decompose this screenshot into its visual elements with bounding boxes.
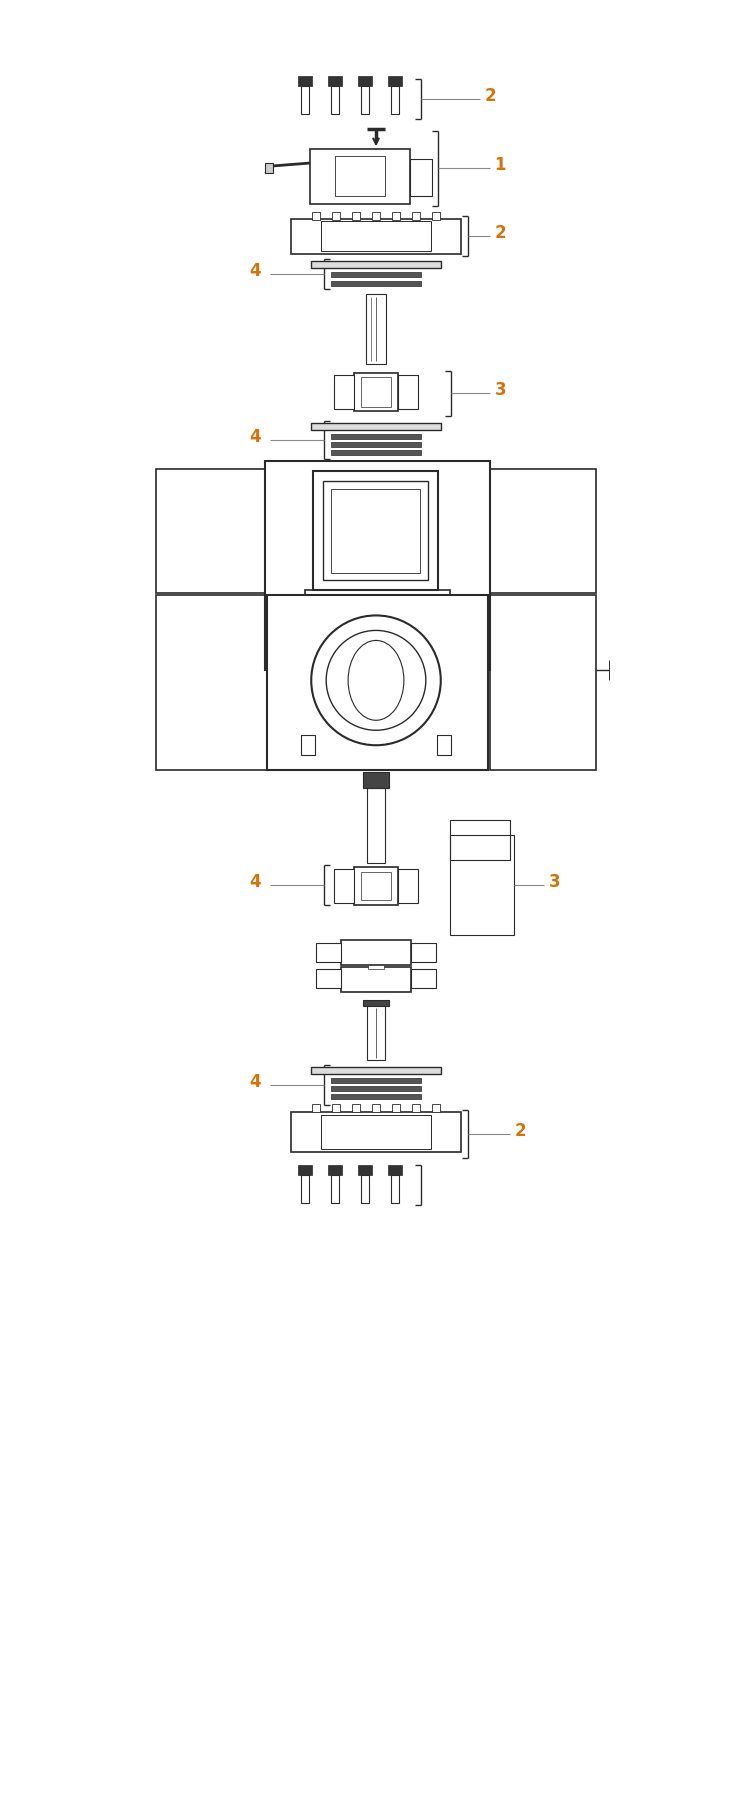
Bar	[367, 788, 385, 862]
Bar	[311, 1067, 441, 1075]
Bar	[490, 468, 596, 594]
Bar	[335, 157, 385, 196]
Bar	[331, 488, 420, 572]
Bar	[305, 590, 450, 670]
Bar	[265, 164, 274, 173]
Bar	[432, 212, 440, 220]
Text: 2: 2	[495, 223, 506, 241]
Bar	[312, 1103, 320, 1112]
Bar	[331, 86, 339, 113]
Text: 2: 2	[514, 1121, 526, 1139]
Text: 3: 3	[495, 382, 506, 400]
Bar	[372, 1103, 380, 1112]
Bar	[372, 212, 380, 220]
Bar	[291, 220, 461, 254]
Bar	[291, 1112, 461, 1152]
Bar	[450, 835, 514, 934]
Bar	[331, 281, 421, 286]
Bar	[331, 1094, 421, 1098]
Bar	[354, 868, 398, 905]
Bar	[352, 1103, 360, 1112]
Bar	[391, 1175, 399, 1202]
Text: 4: 4	[249, 428, 260, 446]
Bar	[432, 1103, 440, 1112]
Bar	[331, 272, 421, 277]
Bar	[361, 1175, 369, 1202]
Bar	[156, 596, 268, 770]
Bar	[331, 1175, 339, 1202]
Bar	[392, 212, 400, 220]
Bar	[388, 76, 402, 86]
Text: 2: 2	[484, 86, 496, 104]
Bar	[302, 734, 315, 756]
Bar	[334, 374, 354, 409]
Bar	[268, 596, 487, 770]
Text: 1: 1	[495, 157, 506, 175]
Bar	[411, 943, 435, 961]
Bar	[331, 1078, 421, 1084]
Bar	[311, 149, 410, 203]
Circle shape	[326, 630, 426, 731]
Bar	[354, 373, 398, 410]
Bar	[398, 869, 418, 904]
Bar	[302, 86, 309, 113]
Bar	[331, 1085, 421, 1091]
Bar	[332, 212, 340, 220]
Bar	[328, 76, 342, 86]
Bar	[331, 434, 421, 439]
Bar	[312, 212, 320, 220]
Bar	[341, 940, 411, 965]
Bar	[299, 76, 312, 86]
Bar	[368, 965, 384, 968]
Bar	[341, 967, 411, 992]
Bar	[410, 158, 432, 196]
Circle shape	[311, 616, 441, 745]
Bar	[317, 968, 341, 988]
Bar	[367, 1004, 385, 1060]
Bar	[363, 772, 389, 788]
Text: 4: 4	[249, 1073, 260, 1091]
Text: 4: 4	[249, 873, 260, 891]
Bar	[361, 871, 391, 900]
Bar	[388, 1165, 402, 1175]
Text: 4: 4	[249, 263, 260, 281]
Bar	[328, 1165, 342, 1175]
Bar	[361, 376, 391, 407]
Bar	[331, 441, 421, 446]
Bar	[332, 1103, 340, 1112]
Bar	[334, 869, 354, 904]
Bar	[358, 76, 372, 86]
Bar	[398, 374, 418, 409]
Bar	[411, 968, 435, 988]
Bar	[299, 1165, 312, 1175]
Bar	[302, 1175, 309, 1202]
Bar	[361, 86, 369, 113]
Bar	[265, 461, 490, 670]
Bar	[450, 821, 510, 860]
Bar	[331, 450, 421, 455]
Bar	[437, 734, 450, 756]
Bar	[156, 468, 265, 594]
Bar	[314, 470, 438, 590]
Bar	[363, 999, 389, 1006]
Bar	[358, 1165, 372, 1175]
Ellipse shape	[348, 641, 404, 720]
Bar	[317, 943, 341, 961]
Bar	[391, 86, 399, 113]
Bar	[321, 1114, 431, 1148]
Bar	[311, 423, 441, 430]
Bar	[366, 293, 386, 364]
Bar	[412, 1103, 420, 1112]
Bar	[392, 1103, 400, 1112]
Bar	[311, 261, 441, 268]
Bar	[321, 221, 431, 250]
Bar	[490, 596, 596, 770]
Bar	[323, 481, 428, 580]
Text: 3: 3	[550, 873, 561, 891]
Bar	[352, 212, 360, 220]
Bar	[412, 212, 420, 220]
